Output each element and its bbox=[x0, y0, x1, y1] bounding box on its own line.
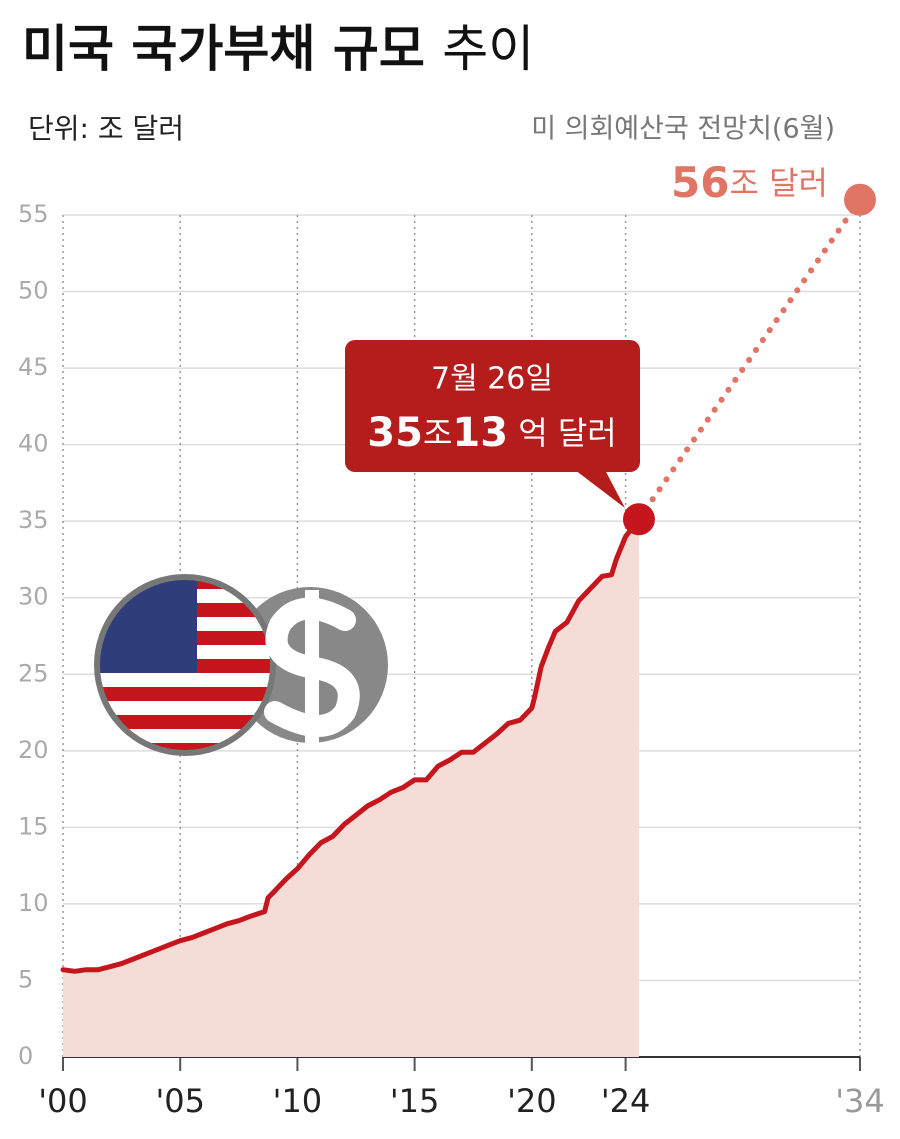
y-tick-label: 20 bbox=[18, 736, 49, 764]
y-tick-label: 10 bbox=[18, 889, 49, 917]
x-tick-label: '00 bbox=[38, 1082, 88, 1120]
x-tick-label: '05 bbox=[155, 1082, 205, 1120]
y-tick-label: 30 bbox=[18, 583, 49, 611]
y-tick-label: 35 bbox=[18, 506, 49, 534]
amount-number: 13 bbox=[452, 410, 508, 456]
x-tick-label: '24 bbox=[601, 1082, 651, 1120]
callout-amount: 35조13 억 달러 bbox=[367, 410, 616, 456]
x-tick-label: '20 bbox=[507, 1082, 557, 1120]
callout: 7월 26일 35조13 억 달러 bbox=[345, 340, 640, 508]
y-tick-label: 45 bbox=[18, 353, 49, 381]
projection-unit: 조 달러 bbox=[730, 164, 829, 202]
line bbox=[60, 516, 642, 974]
area bbox=[63, 519, 639, 1057]
end-marker bbox=[622, 503, 655, 536]
unit-note: 단위: 조 달러 bbox=[28, 112, 184, 145]
amount-unit: 조 bbox=[423, 414, 452, 452]
callout-date: 7월 26일 bbox=[431, 362, 553, 397]
x-tick-label: '15 bbox=[390, 1082, 440, 1120]
y-tick-label: 25 bbox=[18, 659, 49, 687]
x-tick-label: '34 bbox=[835, 1082, 885, 1120]
y-tick-label: 55 bbox=[18, 200, 49, 228]
title-main: 미국 국가부채 규모 bbox=[22, 20, 425, 78]
projection-label: 56조 달러 bbox=[671, 158, 828, 207]
y-tick-label: 0 bbox=[18, 1042, 33, 1070]
end-marker bbox=[844, 183, 876, 216]
amount-unit: 억 달러 bbox=[518, 414, 617, 452]
line bbox=[635, 196, 863, 523]
amount-number: 35 bbox=[367, 410, 423, 456]
projection-number: 56 bbox=[671, 158, 729, 207]
chart-title: 미국 국가부채 규모 추이 bbox=[22, 20, 534, 78]
title-rest: 추이 bbox=[442, 20, 534, 78]
x-tick-label: '10 bbox=[273, 1082, 323, 1120]
y-tick-label: 50 bbox=[18, 277, 49, 305]
projection-note: 미 의회예산국 전망치(6월) bbox=[531, 114, 835, 145]
y-tick-label: 15 bbox=[18, 812, 49, 840]
y-tick-label: 40 bbox=[18, 430, 49, 458]
flag-icon bbox=[94, 574, 388, 756]
y-tick-label: 5 bbox=[18, 965, 33, 993]
